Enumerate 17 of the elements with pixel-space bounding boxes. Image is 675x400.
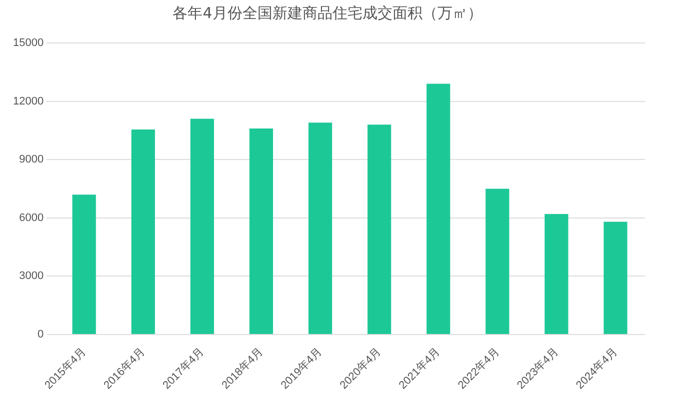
bar bbox=[308, 122, 332, 334]
y-tick-label: 3000 bbox=[19, 270, 44, 282]
y-tick-label: 9000 bbox=[19, 154, 44, 166]
bar bbox=[544, 214, 568, 334]
chart-title: 各年4月份全国新建商品住宅成交面积（万㎡） bbox=[172, 4, 482, 22]
bar bbox=[190, 118, 214, 334]
bar bbox=[604, 222, 628, 334]
bar bbox=[486, 188, 510, 334]
bar bbox=[368, 124, 392, 334]
y-tick-label: 0 bbox=[37, 328, 44, 341]
y-tick-label: 15000 bbox=[12, 37, 44, 50]
bar bbox=[131, 129, 155, 334]
y-tick-label: 12000 bbox=[12, 95, 44, 108]
bar bbox=[426, 84, 450, 334]
bar bbox=[249, 128, 274, 334]
y-tick-label: 6000 bbox=[19, 212, 44, 224]
bar bbox=[72, 194, 96, 334]
